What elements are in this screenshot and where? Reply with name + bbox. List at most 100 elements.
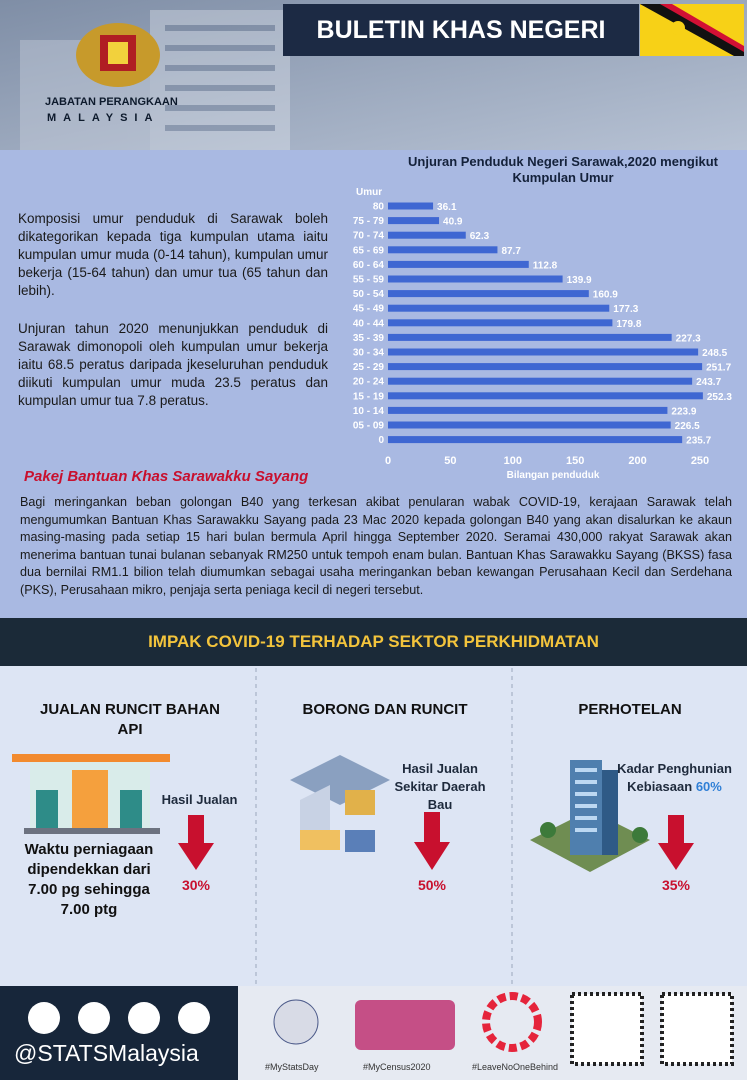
bar — [388, 231, 466, 239]
bar — [388, 406, 668, 414]
social-handle[interactable]: @STATSMalaysia — [14, 1040, 199, 1066]
value-label: 248.5 — [702, 348, 727, 359]
panel-value: 30% — [181, 877, 211, 893]
x-tick-label: 50 — [444, 455, 456, 467]
sarawak-flag — [640, 4, 744, 56]
impak-band — [0, 618, 747, 666]
title-box — [283, 4, 639, 56]
y-tick-label: 60 - 64 — [353, 260, 385, 271]
panel-label: Kadar Penghunian Kebiasaan — [617, 761, 732, 794]
social-icons[interactable] — [28, 1002, 210, 1034]
value-label: 179.8 — [616, 319, 641, 330]
panel-title: JUALAN RUNCIT BAHAN API — [40, 701, 220, 738]
bar — [388, 436, 683, 444]
value-label: 227.3 — [676, 333, 701, 344]
y-tick-label: 0 — [378, 435, 384, 446]
hashtag: #MyStatsDay — [265, 1062, 319, 1072]
y-tick-label: 25 - 29 — [353, 362, 385, 373]
bar — [388, 290, 589, 298]
x-axis-label: Bilangan penduduk — [507, 470, 600, 481]
value-label: 223.9 — [671, 406, 696, 417]
bar — [388, 246, 498, 254]
y-tick-label: 50 - 54 — [353, 289, 385, 300]
warehouse-icon — [290, 755, 390, 852]
org-country: MALAYSIA — [47, 112, 160, 124]
instagram-icon[interactable] — [28, 1002, 60, 1034]
bar — [388, 260, 529, 268]
y-axis-label: Umur — [356, 187, 382, 198]
value-label: 62.3 — [470, 231, 490, 242]
y-tick-label: 05 - 09 — [353, 421, 385, 432]
bar — [388, 275, 563, 283]
bar-chart: Umur Bilangan penduduk 0 50 100 150 200 250 80 36… — [353, 187, 732, 481]
twitter-icon[interactable] — [128, 1002, 160, 1034]
y-tick-label: 30 - 34 — [353, 348, 385, 359]
x-tick-label: 200 — [628, 455, 646, 467]
facebook-icon[interactable] — [78, 1002, 110, 1034]
intro-paragraph: Unjuran tahun 2020 menunjukkan penduduk … — [18, 321, 328, 408]
pakej-paragraph: Bagi meringankan beban golongan B40 yang… — [20, 495, 732, 597]
panel-note: Waktu perniagaan dipendekkan dari 7.00 p… — [24, 841, 154, 918]
hotel-icon — [530, 760, 650, 872]
org-name: JABATAN PERANGKAAN — [45, 96, 178, 108]
intro-paragraph: Komposisi umur penduduk di Sarawak boleh… — [18, 211, 328, 298]
value-label: 252.3 — [707, 392, 732, 403]
value-label: 243.7 — [696, 377, 721, 388]
x-tick-label: 0 — [385, 455, 391, 467]
panel-highlight: 60% — [695, 779, 722, 794]
building — [20, 10, 290, 150]
y-tick-label: 70 - 74 — [353, 231, 385, 242]
x-tick-label: 150 — [566, 455, 584, 467]
y-tick-label: 35 - 39 — [353, 333, 385, 344]
value-label: 251.7 — [706, 363, 731, 374]
panel-value: 50% — [417, 877, 447, 893]
down-arrows — [178, 812, 694, 870]
bar — [388, 348, 699, 356]
hashtag: #LeaveNoOneBehind — [472, 1062, 559, 1072]
value-label: 235.7 — [686, 436, 711, 447]
y-tick-label: 10 - 14 — [353, 406, 385, 417]
panel-label: Hasil Jualan — [161, 792, 238, 807]
value-label: 36.1 — [437, 202, 457, 213]
y-tick-label: 55 - 59 — [353, 275, 385, 286]
hashtag: #MyCensus2020 — [363, 1062, 431, 1072]
y-tick-label: 75 - 79 — [353, 216, 385, 227]
page-title: BULETIN KHAS NEGERI — [316, 16, 606, 44]
gas-station-icon — [12, 754, 170, 834]
footer-logos — [273, 992, 734, 1066]
bar — [388, 392, 703, 400]
bar — [388, 377, 693, 385]
x-tick-label: 100 — [504, 455, 522, 467]
impak-title: IMPAK COVID-19 TERHADAP SEKTOR PERKHIDMA… — [148, 632, 599, 651]
value-label: 40.9 — [443, 217, 463, 228]
bar — [388, 421, 671, 429]
value-label: 177.3 — [613, 304, 638, 315]
coat-of-arms — [76, 23, 160, 87]
bar — [388, 333, 672, 341]
section-heading: Pakej Bantuan Khas Sarawakku Sayang — [24, 468, 309, 485]
y-tick-label: 20 - 24 — [353, 377, 385, 388]
x-tick-label: 250 — [691, 455, 709, 467]
bar — [388, 202, 434, 210]
value-label: 112.8 — [533, 260, 558, 271]
panel-value: 35% — [661, 877, 691, 893]
y-tick-label: 80 — [373, 202, 385, 213]
bar — [388, 363, 703, 371]
y-tick-label: 65 - 69 — [353, 245, 385, 256]
y-tick-label: 45 - 49 — [353, 304, 385, 315]
y-tick-label: 40 - 44 — [353, 318, 385, 329]
bar — [388, 304, 610, 312]
panel-title: PERHOTELAN — [578, 701, 682, 718]
panel-title: BORONG DAN RUNCIT — [302, 701, 468, 718]
bar — [388, 319, 613, 327]
value-label: 226.5 — [675, 421, 700, 432]
chart-title: Unjuran Penduduk Negeri Sarawak,2020 men… — [408, 154, 718, 185]
value-label: 139.9 — [567, 275, 592, 286]
panel-label: Hasil Jualan Sekitar Daerah Bau — [394, 761, 486, 812]
youtube-icon[interactable] — [178, 1002, 210, 1034]
y-tick-label: 15 - 19 — [353, 391, 385, 402]
value-label: 87.7 — [501, 246, 521, 257]
bar — [388, 217, 440, 225]
